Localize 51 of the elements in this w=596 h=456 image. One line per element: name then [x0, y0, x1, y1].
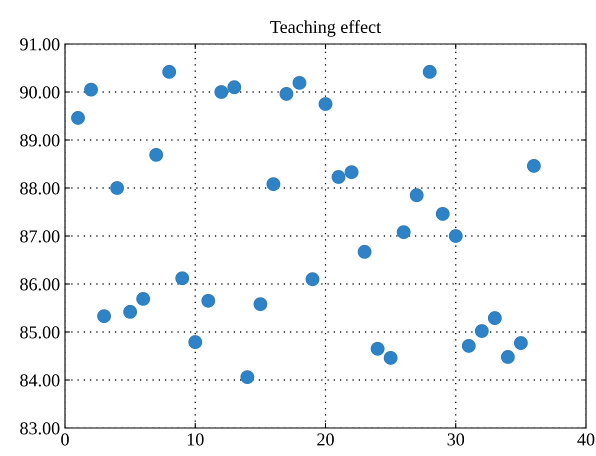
y-tick-label: 90.00 — [20, 86, 60, 99]
y-tick-label: 88.00 — [20, 182, 60, 195]
point — [358, 244, 372, 259]
point — [136, 292, 150, 306]
point — [488, 311, 502, 325]
point — [123, 304, 138, 319]
point — [514, 336, 528, 350]
point — [110, 181, 124, 195]
point — [97, 309, 111, 324]
point — [201, 294, 216, 308]
x-tick-label: 0 — [61, 433, 69, 446]
y-tick-label: 87.00 — [20, 230, 60, 243]
y-tick-label: 86.00 — [20, 278, 60, 291]
y-tick-label: 84.00 — [20, 374, 60, 387]
chart-title: Teaching effect — [270, 20, 381, 37]
point — [422, 64, 437, 79]
point — [149, 148, 164, 162]
point — [474, 324, 489, 338]
point — [384, 351, 398, 365]
y-tick-label: 89.00 — [20, 134, 60, 147]
point — [71, 111, 85, 125]
point — [526, 159, 541, 173]
y-tick-label: 91.00 — [20, 38, 60, 51]
point — [188, 335, 202, 349]
point — [500, 350, 515, 364]
point — [227, 80, 242, 94]
point — [306, 272, 320, 286]
point — [280, 87, 294, 101]
point — [292, 76, 306, 90]
point — [396, 225, 411, 240]
x-tick-label: 20 — [317, 433, 334, 446]
y-tick-label: 83.00 — [20, 422, 60, 435]
x-tick-label: 30 — [448, 433, 464, 446]
point — [332, 170, 346, 184]
point — [344, 165, 358, 180]
point — [214, 85, 228, 99]
point — [318, 97, 332, 111]
point — [175, 271, 190, 286]
y-tick-label: 85.00 — [20, 326, 60, 339]
point — [436, 207, 450, 221]
point — [253, 297, 268, 312]
point — [448, 229, 463, 243]
point — [370, 342, 385, 356]
point — [240, 370, 254, 384]
point — [162, 64, 176, 79]
x-tick-label: 40 — [577, 433, 594, 446]
x-tick-label: 10 — [188, 433, 204, 446]
point — [266, 177, 280, 192]
point — [462, 339, 476, 353]
point — [410, 188, 424, 202]
point — [84, 82, 98, 97]
